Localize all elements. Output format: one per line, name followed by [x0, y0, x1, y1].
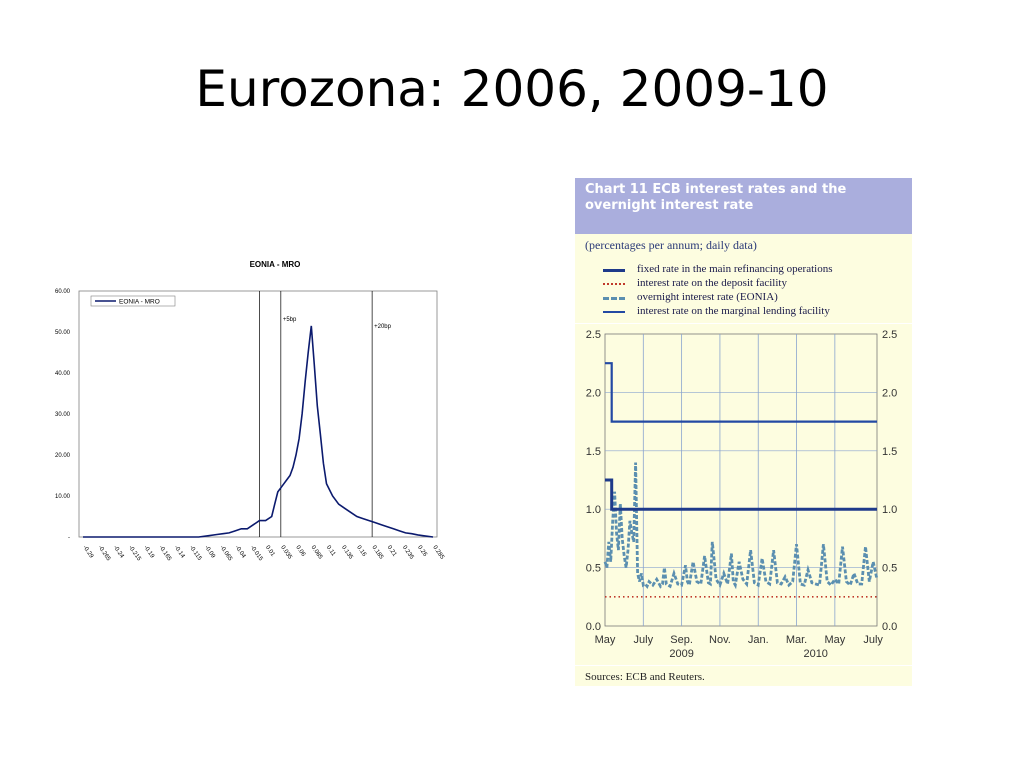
sources-separator [575, 665, 912, 666]
right-year-label: 2010 [803, 648, 827, 660]
left-x-tick-label: 0.11 [325, 545, 337, 558]
right-y-tick-right: 1.5 [882, 446, 897, 458]
right-x-tick-label: July [863, 634, 883, 646]
legend-item-deposit: interest rate on the deposit facility [603, 277, 903, 290]
left-x-tick-label: 0.06 [294, 545, 306, 559]
left-x-tick-label: 0.085 [310, 545, 324, 561]
legend-label-deposit: interest rate on the deposit facility [637, 277, 787, 289]
right-y-tick-left: 0.0 [586, 621, 601, 633]
ecb-rates-chart: Chart 11 ECB interest rates and the over… [575, 178, 912, 686]
right-chart-title: Chart 11 ECB interest rates and the over… [585, 182, 847, 213]
legend-swatch-eonia [603, 297, 625, 300]
series-line-eonia [603, 462, 879, 590]
legend-item-mro: fixed rate in the main refinancing opera… [603, 263, 903, 276]
legend-item-eonia: overnight interest rate (EONIA) [603, 291, 903, 304]
legend-item-marginal: interest rate on the marginal lending fa… [603, 305, 903, 318]
right-year-label: 2009 [669, 648, 693, 660]
right-chart-body [575, 234, 912, 686]
left-x-tick-label: -0.265 [97, 545, 112, 563]
left-chart-title: EONIA - MRO [250, 260, 301, 269]
right-chart-header: Chart 11 ECB interest rates and the over… [575, 178, 912, 234]
left-plot-frame [78, 290, 438, 538]
left-x-tick-label: -0.14 [173, 545, 186, 560]
eonia-mro-svg: EONIA - MRO 60.00 50.00 40.00 30.00 20.00 10.… [55, 260, 445, 563]
right-y-tick-right: 0.5 [882, 563, 897, 575]
right-x-tick-label: Sep. [670, 634, 693, 646]
left-y-tick-label: - [68, 535, 70, 541]
legend-swatch-deposit [603, 283, 625, 285]
left-x-tick-label: -0.065 [218, 545, 233, 563]
left-x-tick-label: -0.215 [127, 545, 142, 563]
left-x-tick-label: -0.115 [188, 545, 203, 563]
left-x-tick-label: 0.16 [355, 545, 367, 559]
series-line-mro [605, 478, 877, 511]
left-y-tick-label: 10.00 [55, 494, 71, 500]
right-x-tick-label: July [634, 634, 654, 646]
left-x-tick-label: 0.285 [431, 545, 445, 561]
right-x-tick-label: May [824, 634, 845, 646]
legend-swatch-marginal [603, 311, 625, 313]
right-y-tick-right: 2.0 [882, 387, 897, 399]
right-y-tick-left: 1.5 [586, 446, 601, 458]
right-y-tick-left: 2.5 [586, 329, 601, 341]
left-y-tick-label: 60.00 [55, 289, 71, 295]
series-line-marginal [605, 362, 877, 423]
legend-label-marginal: interest rate on the marginal lending fa… [637, 305, 830, 317]
left-x-tick-label: -0.04 [234, 545, 247, 560]
right-y-tick-right: 2.5 [882, 329, 897, 341]
left-x-tick-label: -0.29 [81, 545, 94, 560]
left-x-tick-label: 0.235 [401, 545, 415, 561]
right-y-tick-right: 0.0 [882, 621, 897, 633]
legend-label-mro: fixed rate in the main refinancing opera… [637, 263, 833, 275]
left-x-tick-label: 0.26 [416, 545, 428, 559]
left-y-tick-label: 40.00 [55, 371, 71, 377]
eonia-mro-chart: EONIA - MRO 60.00 50.00 40.00 30.00 20.00 10.… [52, 256, 452, 586]
right-y-tick-right: 1.0 [882, 504, 897, 516]
ecb-rates-svg: 0.0 0.0 0.5 0.5 1.0 1.0 1.5 1.5 2.0 2.0 2.5 2.5 May… [586, 329, 898, 660]
left-x-tick-label: -0.24 [112, 545, 125, 560]
left-marker-label: +20bp [374, 324, 392, 330]
right-y-tick-left: 1.0 [586, 504, 601, 516]
right-chart-subtitle: (percentages per annum; daily data) [585, 238, 757, 252]
left-legend-label: EONIA - MRO [119, 299, 160, 306]
left-x-tick-label: 0.135 [340, 545, 354, 561]
right-y-tick-left: 0.5 [586, 563, 601, 575]
left-y-tick-label: 50.00 [55, 330, 71, 336]
left-y-tick-label: 20.00 [55, 453, 71, 459]
left-legend-box [90, 295, 176, 307]
left-x-tick-label: -0.19 [142, 545, 155, 560]
right-x-tick-label: May [595, 634, 616, 646]
left-x-tick-label: 0.21 [386, 545, 398, 559]
right-x-tick-label: Jan. [748, 634, 769, 646]
right-y-tick-left: 2.0 [586, 387, 601, 399]
right-x-tick-label: Mar. [786, 634, 807, 646]
left-y-tick-label: 30.00 [55, 412, 71, 418]
slide-title: Eurozona: 2006, 2009-10 [195, 60, 829, 118]
left-x-tick-label: -0.015 [249, 545, 264, 563]
right-x-tick-label: Nov. [709, 634, 731, 646]
eonia-mro-line [83, 325, 434, 538]
left-x-tick-label: 0.01 [264, 545, 276, 559]
right-chart-sources: Sources: ECB and Reuters. [585, 671, 705, 683]
left-x-tick-label: 0.185 [370, 545, 384, 561]
left-marker-label: +5bp [283, 317, 297, 323]
left-x-tick-label: -0.09 [203, 545, 216, 560]
left-x-tick-label: 0.035 [279, 545, 293, 561]
legend-swatch-mro [603, 269, 625, 272]
left-x-tick-label: -0.165 [157, 545, 172, 563]
legend-label-eonia: overnight interest rate (EONIA) [637, 291, 778, 303]
legend-separator [575, 323, 912, 324]
